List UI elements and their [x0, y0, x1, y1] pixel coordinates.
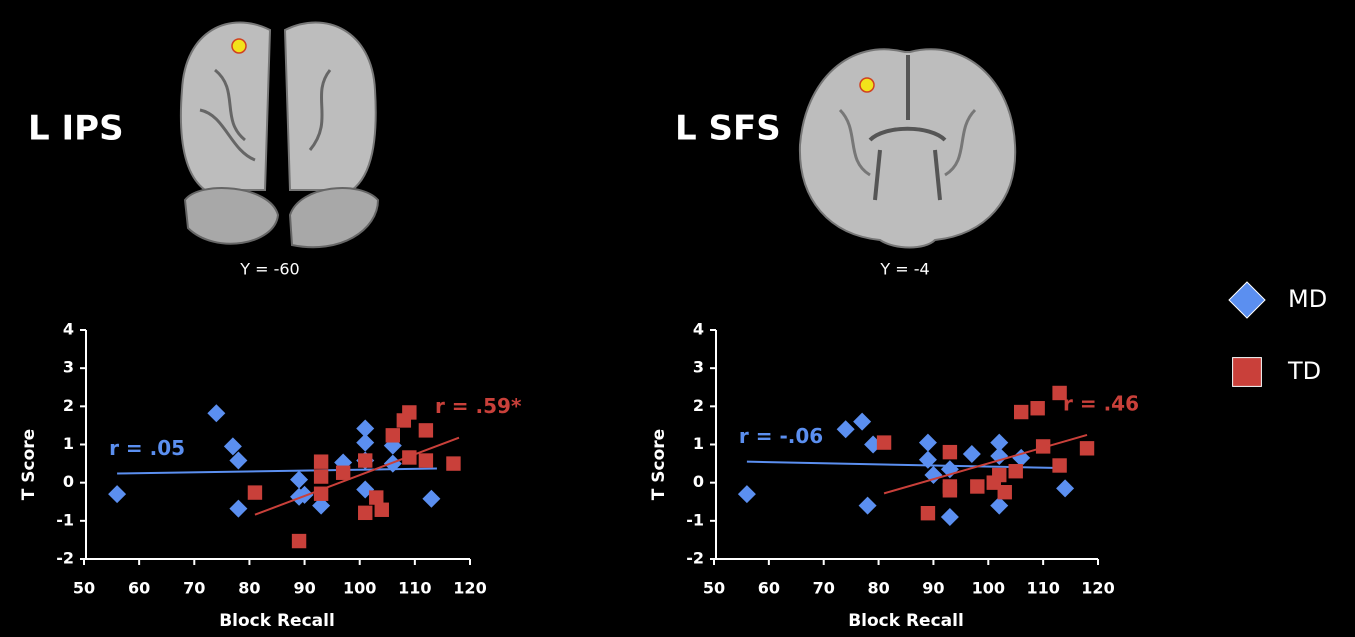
slice-label: Y = -60 — [239, 260, 299, 279]
y-tick-label: -1 — [686, 510, 704, 529]
y-axis-title: T Score — [649, 429, 669, 500]
y-tick-label: 1 — [693, 434, 704, 453]
x-tick-label: 100 — [972, 579, 1005, 598]
correlation-label: r = .05 — [109, 436, 185, 460]
data-point — [943, 483, 957, 497]
y-tick-label: -2 — [56, 549, 74, 568]
region-label: L IPS — [28, 109, 124, 149]
x-tick-label: 120 — [453, 579, 486, 598]
x-tick-label: 80 — [867, 579, 889, 598]
data-point — [1052, 458, 1066, 472]
y-axis-title: T Score — [19, 429, 39, 500]
data-point — [419, 423, 433, 437]
y-tick-label: 4 — [693, 320, 704, 339]
x-tick-label: 70 — [813, 579, 835, 598]
figure: L IPSY = -60-2-1012345060708090100110120… — [0, 0, 1355, 637]
x-tick-label: 60 — [128, 579, 150, 598]
y-tick-label: 0 — [63, 472, 74, 491]
x-tick-label: 50 — [703, 579, 725, 598]
data-point — [877, 435, 891, 449]
data-point — [336, 466, 350, 480]
data-point — [998, 485, 1012, 499]
x-tick-label: 100 — [343, 579, 376, 598]
y-tick-label: 4 — [63, 320, 74, 339]
slice-label: Y = -4 — [879, 260, 929, 279]
data-point — [1009, 464, 1023, 478]
data-point — [314, 469, 328, 483]
y-tick-label: -1 — [56, 510, 74, 529]
x-axis-title: Block Recall — [219, 611, 335, 631]
data-point — [446, 456, 460, 470]
data-point — [358, 506, 372, 520]
x-tick-label: 120 — [1081, 579, 1114, 598]
x-tick-label: 90 — [922, 579, 944, 598]
x-tick-label: 90 — [293, 579, 315, 598]
legend-marker — [1233, 358, 1262, 387]
y-tick-label: 1 — [63, 434, 74, 453]
data-point — [943, 445, 957, 459]
data-point — [1080, 441, 1094, 455]
data-point — [970, 479, 984, 493]
data-point — [358, 453, 372, 467]
x-axis-title: Block Recall — [848, 611, 964, 631]
data-point — [1030, 401, 1044, 415]
region-label: L SFS — [675, 109, 781, 149]
x-tick-label: 60 — [758, 579, 780, 598]
legend-label: MD — [1288, 285, 1327, 313]
y-tick-label: 2 — [63, 396, 74, 415]
legend-label: TD — [1287, 357, 1321, 385]
brain-image — [800, 49, 1015, 247]
correlation-label: r = .59* — [435, 394, 522, 418]
y-tick-label: 0 — [693, 472, 704, 491]
data-point — [314, 454, 328, 468]
correlation-label: r = -.06 — [739, 424, 823, 448]
data-point — [921, 506, 935, 520]
x-tick-label: 110 — [398, 579, 431, 598]
x-tick-label: 80 — [238, 579, 260, 598]
data-point — [248, 485, 262, 499]
y-tick-label: 2 — [693, 396, 704, 415]
x-tick-label: 70 — [183, 579, 205, 598]
data-point — [992, 468, 1006, 482]
data-point — [386, 428, 400, 442]
x-tick-label: 50 — [73, 579, 95, 598]
y-tick-label: -2 — [686, 549, 704, 568]
x-tick-label: 110 — [1026, 579, 1059, 598]
data-point — [292, 534, 306, 548]
data-point — [375, 503, 389, 517]
y-tick-label: 3 — [63, 358, 74, 377]
data-point — [402, 405, 416, 419]
correlation-label: r = .46 — [1063, 391, 1139, 415]
data-point — [419, 453, 433, 467]
y-tick-label: 3 — [693, 358, 704, 377]
data-point — [1014, 405, 1028, 419]
